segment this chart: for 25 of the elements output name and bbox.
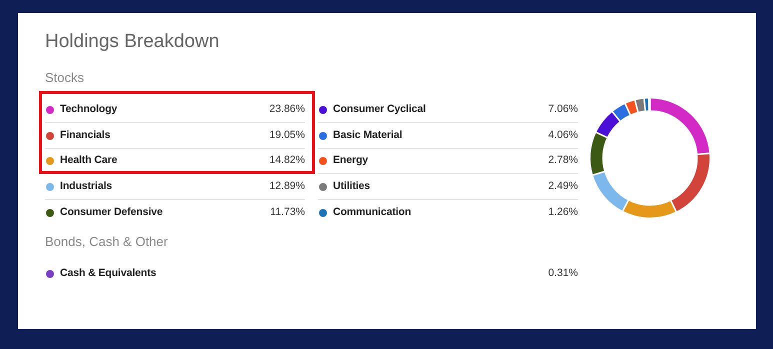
legend-label: Industrials (60, 180, 112, 192)
data-label: 4.06% (548, 128, 578, 141)
data-label: 14.82% (269, 154, 305, 166)
chart-title: Holdings Breakdown (45, 31, 220, 53)
data-label: 2.49% (548, 180, 578, 192)
data-label: 11.73% (270, 206, 305, 218)
data-label: 2.78% (548, 154, 578, 166)
legend-label: Consumer Cyclical (333, 103, 426, 115)
legend-label: Financials (60, 128, 110, 141)
legend-label: Health Care (60, 154, 118, 166)
data-label: 23.86% (269, 103, 305, 115)
data-label: 0.31% (548, 267, 578, 279)
data-label: 1.26% (548, 206, 578, 218)
legend-label: Technology (60, 103, 118, 115)
data-label: 12.89% (269, 180, 305, 192)
legend-label: Energy (333, 154, 368, 166)
legend-label: Communication (333, 206, 412, 218)
legend-label: Utilities (333, 180, 370, 192)
text: Stocks (45, 70, 84, 85)
legend-label: Consumer Defensive (60, 206, 163, 218)
data-label: 7.06% (548, 103, 578, 115)
text: Bonds, Cash & Other (45, 234, 168, 249)
data-label: 19.05% (269, 128, 305, 141)
legend-label: Cash & Equivalents (60, 267, 156, 279)
legend-label: Basic Material (333, 128, 402, 141)
